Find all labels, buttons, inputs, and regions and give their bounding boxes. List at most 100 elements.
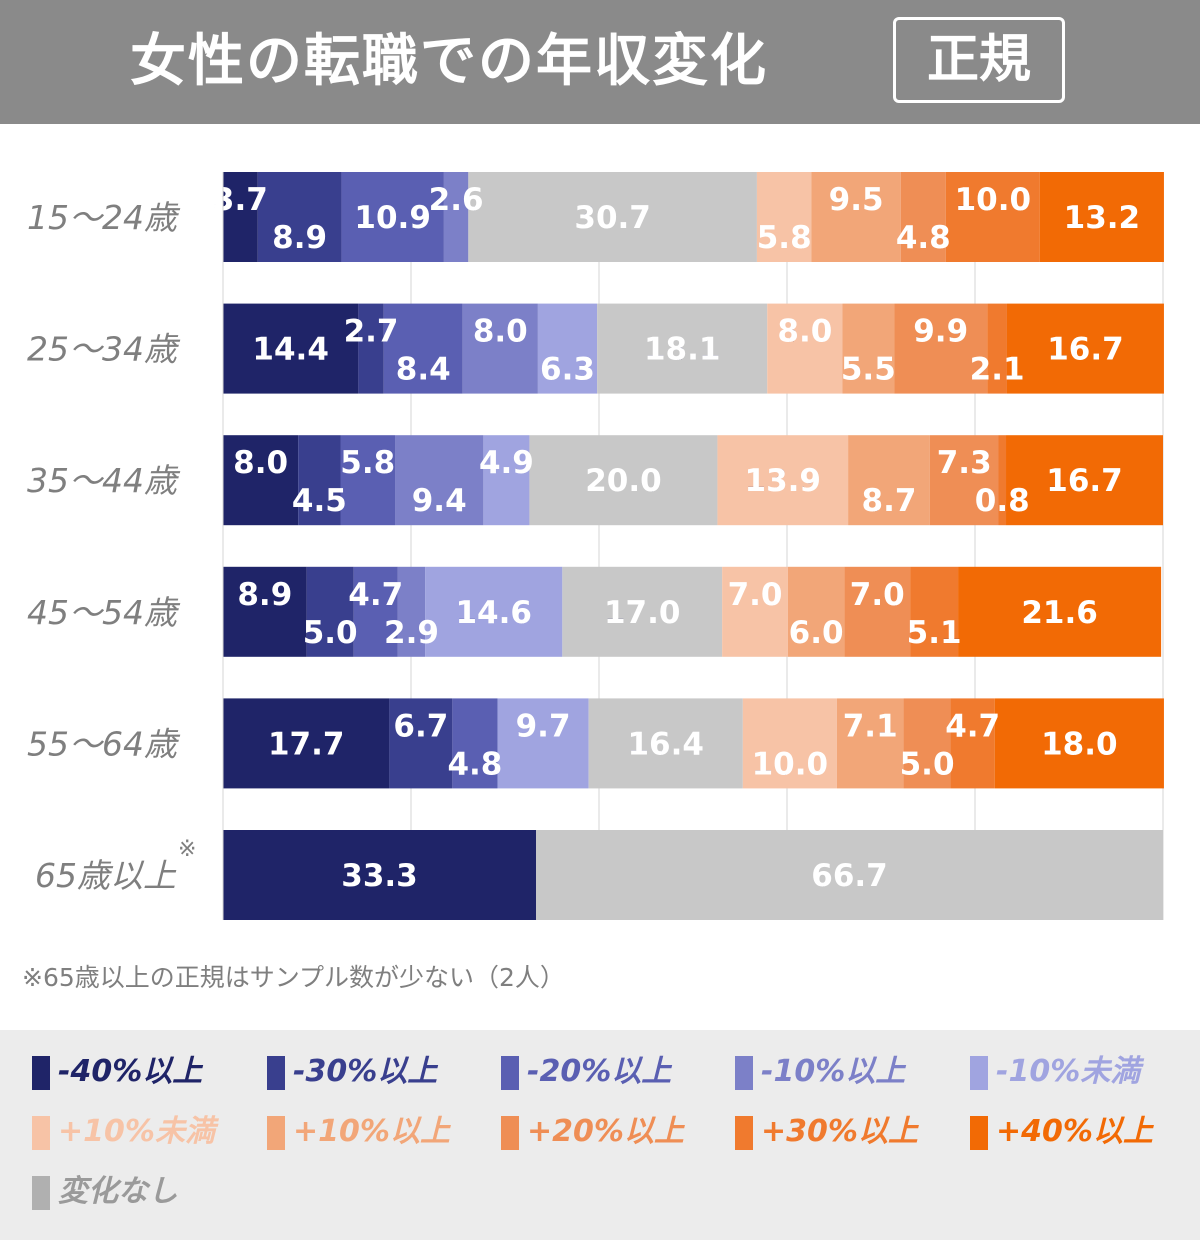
- bar-segment: [537, 303, 598, 394]
- bar-segment: [383, 303, 463, 394]
- data-label: 5.5: [841, 352, 896, 388]
- legend-swatch: [32, 1176, 50, 1210]
- legend-label: +30%以上: [761, 1114, 918, 1149]
- bar-segment: [1039, 172, 1164, 262]
- bar-segment: [298, 435, 341, 526]
- data-label: 8.7: [862, 483, 917, 519]
- legend-label: -20%以上: [527, 1054, 672, 1089]
- data-label: 4.8: [896, 220, 951, 256]
- bar-segment: [306, 566, 354, 657]
- bar-segment: [257, 172, 342, 262]
- data-label: 10.0: [955, 182, 1032, 218]
- data-label: 17.0: [604, 595, 681, 631]
- data-label: 7.0: [850, 577, 905, 613]
- bar-segment: [562, 566, 723, 657]
- data-label: 18.1: [644, 332, 721, 368]
- bar-segment: [844, 566, 911, 657]
- bar-segment: [397, 566, 426, 657]
- data-label: 4.8: [447, 746, 502, 782]
- legend-swatch: [735, 1056, 753, 1090]
- legend-swatch: [735, 1116, 753, 1150]
- data-label: 14.4: [252, 332, 329, 368]
- data-label: 6.0: [789, 615, 844, 651]
- bar-segment: [903, 698, 951, 789]
- bar-segment: [836, 698, 904, 789]
- data-label: 6.3: [540, 352, 595, 388]
- category-note-mark: ※: [178, 837, 196, 862]
- bar-segment: [998, 435, 1007, 526]
- bar-segment: [353, 566, 398, 657]
- legend-swatch: [501, 1056, 519, 1090]
- data-label: 10.9: [354, 200, 431, 236]
- data-label: 2.9: [384, 615, 439, 651]
- data-label: 66.7: [811, 858, 888, 894]
- footnote: ※65歳以上の正規はサンプル数が少ない（2人）: [22, 963, 565, 992]
- bar-segment: [950, 698, 995, 789]
- bar-segment: [497, 698, 589, 789]
- bar-segment: [848, 435, 930, 526]
- bar-segment: [340, 435, 396, 526]
- bar-segment: [597, 303, 768, 394]
- data-label: 13.2: [1064, 200, 1141, 236]
- legend-swatch: [970, 1056, 988, 1090]
- legend-label: -10%以上: [761, 1054, 906, 1089]
- bar-segment: [443, 172, 469, 262]
- data-label: 16.7: [1047, 332, 1124, 368]
- data-label: 8.9: [272, 220, 327, 256]
- category-label: 15〜24歳: [27, 198, 181, 237]
- employment-type-badge: 正規: [893, 17, 1065, 103]
- bar-segment: [994, 698, 1164, 789]
- data-label: 4.7: [348, 577, 403, 613]
- data-label: 4.5: [292, 483, 347, 519]
- data-label: 6.7: [393, 708, 448, 744]
- bar-segment: [223, 566, 307, 657]
- legend-swatch: [32, 1056, 50, 1090]
- legend-label: +20%以上: [527, 1114, 684, 1149]
- legend-label: -10%未満: [996, 1054, 1141, 1089]
- bar-segment: [536, 830, 1163, 920]
- data-label: 4.9: [479, 445, 534, 481]
- data-label: 8.0: [233, 445, 288, 481]
- data-label: 8.0: [777, 314, 832, 350]
- data-label: 9.9: [913, 314, 968, 350]
- bar-segment: [341, 172, 444, 262]
- data-label: 0.8: [975, 483, 1030, 519]
- bar-segment: [787, 566, 845, 657]
- bar-segment: [223, 303, 359, 394]
- legend-swatch: [501, 1116, 519, 1150]
- bar-segment: [945, 172, 1040, 262]
- bar-segment: [223, 172, 258, 262]
- data-label: 17.7: [268, 726, 345, 762]
- legend-label: +40%以上: [996, 1114, 1153, 1149]
- bar-segment: [529, 435, 718, 526]
- data-label: 4.7: [945, 708, 1000, 744]
- bar-segment: [452, 698, 498, 789]
- data-label: 18.0: [1041, 726, 1118, 762]
- category-label: 65歳以上: [35, 856, 177, 895]
- stacked-bar-chart: 3.78.910.92.6 30.75.89.54.810.0 13.215〜24歳…: [27, 172, 1164, 920]
- data-label: 5.0: [303, 615, 358, 651]
- data-label: 7.0: [728, 577, 783, 613]
- category-label: 35〜44歳: [27, 461, 181, 500]
- bar-segment: [722, 566, 788, 657]
- data-label: 9.7: [516, 708, 571, 744]
- title-bar: 女性の転職での年収変化 正規: [0, 0, 1200, 124]
- bar-segment: [742, 698, 837, 789]
- bar-segment: [756, 172, 812, 262]
- data-label: 9.4: [412, 483, 467, 519]
- data-label: 2.1: [970, 352, 1025, 388]
- data-label: 30.7: [574, 200, 651, 236]
- data-label: 8.9: [237, 577, 292, 613]
- bar-segment: [987, 303, 1007, 394]
- data-label: 2.6: [429, 182, 484, 218]
- data-label: 9.5: [829, 182, 884, 218]
- legend-label: -30%以上: [293, 1054, 438, 1089]
- category-label: 55〜64歳: [27, 724, 181, 763]
- category-label: 45〜54歳: [27, 593, 181, 632]
- chart-title: 女性の転職での年収変化: [130, 29, 768, 94]
- legend-label: +10%未満: [58, 1114, 215, 1149]
- data-label: 8.4: [396, 352, 451, 388]
- legend-label: +10%以上: [293, 1114, 450, 1149]
- data-label: 10.0: [752, 746, 829, 782]
- data-label: 20.0: [585, 463, 662, 499]
